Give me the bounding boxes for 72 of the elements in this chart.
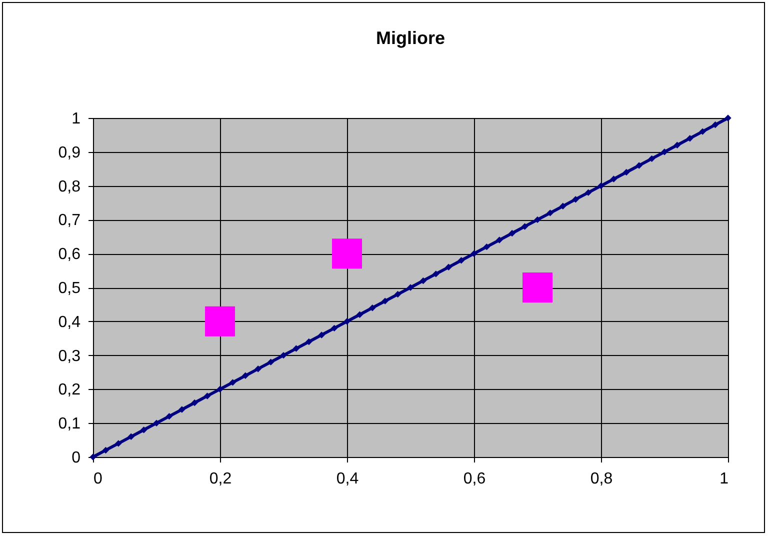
point	[420, 277, 427, 284]
point	[344, 318, 350, 325]
point	[267, 358, 274, 366]
point	[560, 202, 566, 210]
point	[205, 306, 235, 336]
point	[432, 270, 440, 278]
point	[712, 121, 719, 128]
point	[332, 238, 362, 269]
point	[724, 114, 732, 122]
y-tick-label: 0,8	[58, 178, 81, 196]
chart-title: Migliore	[376, 28, 446, 48]
point	[153, 420, 160, 426]
point	[483, 243, 490, 250]
point	[229, 379, 236, 386]
point	[508, 230, 516, 237]
point	[394, 290, 402, 298]
point	[445, 264, 452, 271]
y-tick-label: 0,9	[58, 144, 81, 162]
x-tick-label: 0,4	[336, 470, 359, 488]
point	[216, 386, 224, 393]
y-tick-label: 0,6	[58, 246, 81, 264]
point	[356, 311, 364, 318]
point	[204, 392, 211, 400]
point	[369, 304, 376, 312]
x-tick-label: 0,2	[209, 470, 232, 488]
point	[636, 162, 642, 169]
x-tick-label: 0,8	[590, 470, 613, 488]
point	[407, 284, 414, 291]
y-tick-label: 0,1	[58, 416, 81, 433]
point	[458, 257, 465, 264]
point	[382, 298, 388, 304]
point	[610, 176, 618, 182]
point	[90, 454, 96, 460]
y-tick-label: 0	[72, 450, 81, 466]
point	[191, 399, 198, 406]
point	[470, 250, 478, 257]
point	[648, 155, 656, 162]
x-tick-label: 0	[94, 470, 102, 488]
point	[598, 182, 604, 190]
point	[699, 128, 706, 135]
x-tick-label: 1	[720, 470, 729, 488]
point	[292, 345, 300, 352]
point	[166, 412, 173, 420]
y-tick-label: 0,5	[58, 280, 81, 297]
point	[496, 236, 503, 244]
point	[318, 332, 325, 338]
point	[521, 223, 528, 230]
point	[546, 210, 554, 216]
y-tick-label: 0,4	[58, 314, 81, 331]
point	[674, 142, 681, 148]
point	[128, 433, 134, 440]
point	[242, 372, 249, 379]
point	[254, 366, 262, 372]
point	[522, 272, 552, 302]
point	[661, 148, 668, 156]
point	[140, 426, 148, 434]
y-tick-label: 0,2	[58, 382, 81, 399]
y-tick-label: 0,7	[58, 212, 81, 230]
y-tick-label: 1	[72, 110, 81, 128]
y-tick-label: 0,3	[58, 348, 81, 365]
point	[572, 196, 579, 203]
point	[584, 189, 592, 196]
point	[102, 446, 110, 454]
point	[280, 352, 287, 359]
point	[534, 216, 541, 224]
point	[686, 134, 694, 142]
point	[115, 440, 122, 447]
x-tick-label: 0,6	[463, 470, 486, 488]
point	[330, 324, 338, 332]
point	[306, 338, 312, 346]
point	[623, 168, 630, 176]
point	[178, 406, 186, 413]
